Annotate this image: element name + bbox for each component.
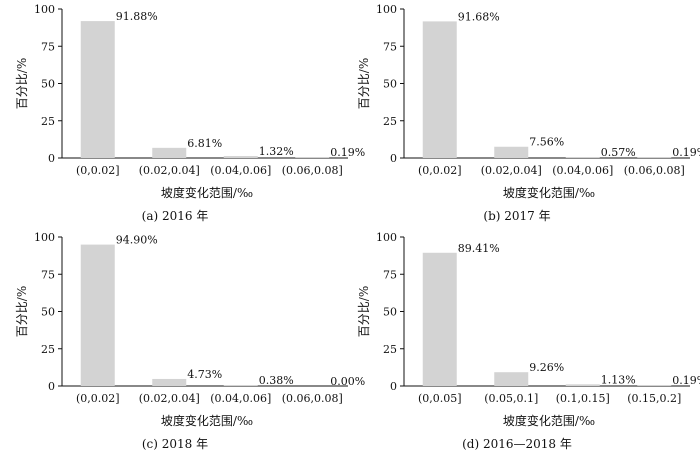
y-tick-label: 75 [41, 40, 55, 53]
bar-1 [80, 244, 115, 386]
bar-chart-d: 0 25 50 75 100 89.41% (0,0.05] 9.26% (0.05,0.1] 1… [357, 231, 700, 428]
y-tick-label: 50 [41, 306, 55, 319]
x-tick-label: (0,0.02] [76, 164, 120, 177]
y-tick-label: 75 [383, 40, 397, 53]
x-axis-title: 坡度变化范围/‰ [503, 185, 595, 200]
y-tick-label: 0 [48, 380, 55, 393]
y-tick-label: 100 [376, 3, 397, 16]
y-tick-label: 25 [383, 343, 397, 356]
x-tick-label: (0,0.05] [418, 392, 462, 405]
y-tick-label: 75 [383, 268, 397, 281]
y-tick-label: 25 [41, 343, 55, 356]
chart-panel-c: 0 25 50 75 100 94.90% (0,0.02] 4.73% (0.02,0.04]… [0, 228, 365, 451]
x-tick-label: (0.04,0.06] [210, 392, 271, 405]
y-tick-label: 50 [383, 78, 397, 91]
y-tick-label: 0 [390, 152, 397, 165]
bar-value-label: 91.88% [116, 10, 158, 23]
x-tick-label: (0.04,0.06] [210, 164, 271, 177]
bar-value-label: 0.19% [330, 146, 365, 159]
bar-value-label: 0.19% [672, 146, 700, 159]
bar-2 [494, 372, 529, 386]
x-tick-label: (0.1,0.15] [556, 392, 610, 405]
x-axis-title: 坡度变化范围/‰ [503, 413, 595, 428]
x-axis-title: 坡度变化范围/‰ [161, 413, 253, 428]
y-axis-title: 百分比/% [15, 58, 29, 109]
y-tick-label: 100 [34, 3, 55, 16]
bar-chart-a: 0 25 50 75 100 91.88% (0,0.02] 6.81% (0.02,0.04]… [15, 3, 365, 200]
bar-1 [80, 21, 115, 158]
chart-panel-b: 0 25 50 75 100 91.68% (0,0.02] 7.56% (0.02,0.04]… [342, 0, 700, 223]
bar-4 [637, 385, 672, 386]
y-tick-label: 0 [390, 380, 397, 393]
bar-value-label: 1.32% [259, 145, 294, 158]
bar-value-label: 91.68% [458, 10, 500, 23]
bar-value-label: 0.38% [259, 374, 294, 387]
y-tick-label: 25 [383, 115, 397, 128]
y-tick-label: 50 [41, 78, 55, 91]
chart-caption-d: (d) 2016—2018 年 [462, 437, 572, 451]
x-tick-label: (0.04,0.06] [552, 164, 613, 177]
x-tick-label: (0.06,0.08] [282, 392, 343, 405]
x-tick-label: (0.06,0.08] [282, 164, 343, 177]
x-tick-label: (0.15,0.2] [627, 392, 681, 405]
bar-1 [422, 252, 457, 386]
bar-value-label: 7.56% [529, 136, 564, 149]
x-tick-label: (0.06,0.08] [624, 164, 685, 177]
chart-caption-a: (a) 2016 年 [141, 209, 209, 223]
y-tick-label: 25 [41, 115, 55, 128]
bar-3 [223, 156, 258, 158]
bar-value-label: 9.26% [529, 361, 564, 374]
bar-value-label: 89.41% [458, 242, 500, 255]
x-tick-label: (0,0.02] [76, 392, 120, 405]
x-tick-label: (0,0.02] [418, 164, 462, 177]
bar-value-label: 0.57% [601, 146, 636, 159]
bar-value-label: 4.73% [187, 368, 222, 381]
y-tick-label: 100 [34, 231, 55, 244]
bar-3 [223, 385, 258, 386]
bar-2 [494, 146, 529, 158]
y-tick-label: 50 [383, 306, 397, 319]
bar-value-label: 0.00% [330, 375, 365, 388]
x-tick-label: (0.02,0.04] [481, 164, 542, 177]
chart-panel-a: 0 25 50 75 100 91.88% (0,0.02] 6.81% (0.02,0.04]… [0, 0, 365, 223]
bar-2 [152, 147, 187, 158]
y-axis-title: 百分比/% [15, 286, 29, 337]
bar-value-label: 0.19% [672, 374, 700, 387]
bar-chart-b: 0 25 50 75 100 91.68% (0,0.02] 7.56% (0.02,0.04]… [357, 3, 700, 200]
chart-caption-c: (c) 2018 年 [141, 437, 209, 451]
y-axis-title: 百分比/% [357, 58, 371, 109]
x-tick-label: (0.02,0.04] [139, 164, 200, 177]
bar-chart-c: 0 25 50 75 100 94.90% (0,0.02] 4.73% (0.02,0.04]… [15, 231, 365, 428]
bar-3 [565, 384, 600, 386]
y-tick-label: 0 [48, 152, 55, 165]
y-axis-title: 百分比/% [357, 286, 371, 337]
y-tick-label: 75 [41, 268, 55, 281]
bar-value-label: 6.81% [187, 137, 222, 150]
bar-value-label: 94.90% [116, 234, 158, 247]
chart-panel-d: 0 25 50 75 100 89.41% (0,0.05] 9.26% (0.05,0.1] 1… [342, 228, 700, 451]
bar-3 [565, 157, 600, 158]
bar-2 [152, 378, 187, 386]
bar-4 [295, 157, 330, 158]
y-tick-label: 100 [376, 231, 397, 244]
bar-1 [422, 21, 457, 158]
bar-value-label: 1.13% [601, 373, 636, 386]
x-tick-label: (0.05,0.1] [484, 392, 538, 405]
bar-4 [637, 157, 672, 158]
x-tick-label: (0.02,0.04] [139, 392, 200, 405]
chart-caption-b: (b) 2017 年 [483, 209, 551, 223]
x-axis-title: 坡度变化范围/‰ [161, 185, 253, 200]
